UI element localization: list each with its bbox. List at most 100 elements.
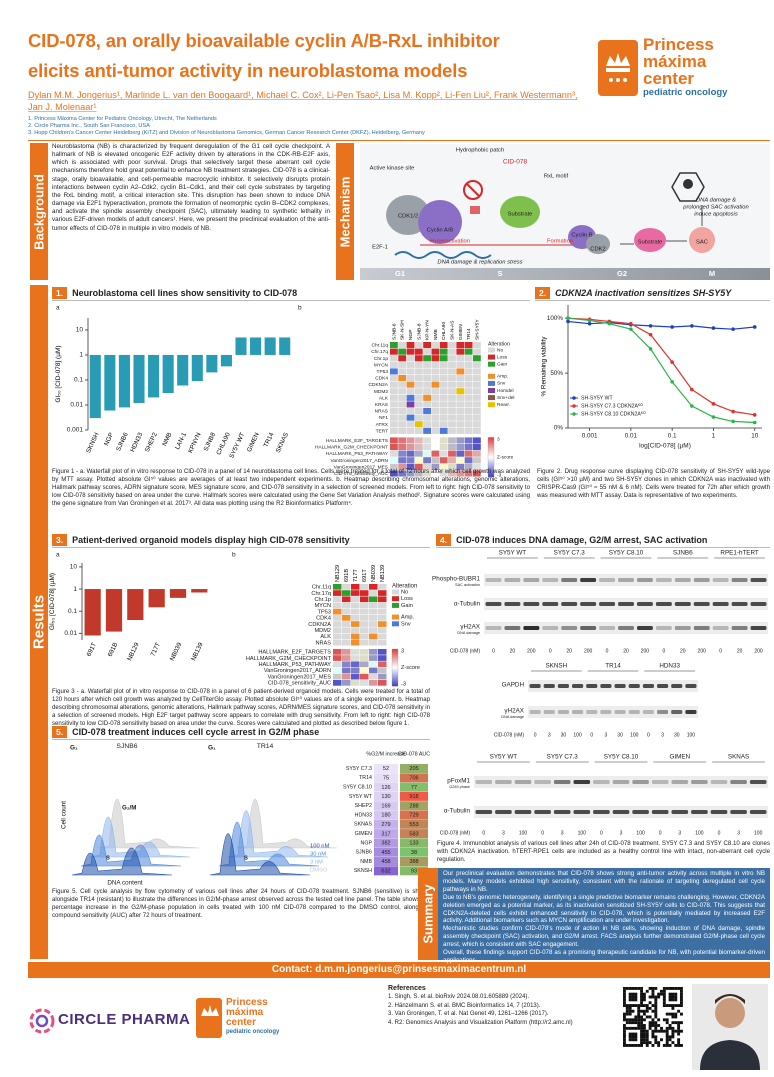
data-point xyxy=(629,327,633,331)
plot-title: TR14 xyxy=(257,743,274,750)
heatmap-cell xyxy=(406,361,415,368)
row-label: SKNSH xyxy=(354,868,372,874)
heatmap-cell xyxy=(473,457,481,464)
qr-module xyxy=(665,1032,669,1036)
blot-band xyxy=(504,602,521,606)
qr-module xyxy=(677,1026,681,1030)
qr-module xyxy=(654,1041,658,1045)
legend-label: Snv xyxy=(497,381,506,387)
heatmap-cell xyxy=(473,414,481,421)
dose-label: 200 xyxy=(754,648,763,654)
heatmap-cell xyxy=(439,437,448,444)
heatmap-cell xyxy=(369,608,378,615)
qr-module xyxy=(677,987,681,990)
blot-band xyxy=(572,710,584,714)
blot-band xyxy=(475,810,493,814)
y-axis-label: GI₅₀ [CID-078] (µM) xyxy=(49,573,56,630)
x-tick-label: SJNB8 xyxy=(203,431,218,452)
legend-label: Amp. xyxy=(497,374,508,380)
qr-module xyxy=(654,1009,658,1013)
blot-band xyxy=(636,626,653,630)
cell-value: 458 xyxy=(381,859,390,865)
heatmap-cell xyxy=(351,655,360,661)
qr-module xyxy=(677,1044,681,1047)
table-cell xyxy=(374,791,398,801)
cell-value: 553 xyxy=(409,822,418,828)
heatmap-cell xyxy=(431,342,440,349)
logo-line: center xyxy=(226,1017,257,1028)
heatmap-cell xyxy=(473,463,481,470)
row-label: GIMEN xyxy=(355,831,373,837)
blot-band xyxy=(636,578,653,582)
phase-label: S xyxy=(244,856,248,862)
heatmap-cell xyxy=(473,421,481,428)
bar xyxy=(148,354,160,398)
column-label: TR14 xyxy=(466,328,472,340)
row-label: VanGroningen2017_ADRN xyxy=(330,458,388,464)
qr-module xyxy=(645,1038,649,1042)
peak-label: G₁ xyxy=(208,745,216,752)
row-label: Chr.1p xyxy=(374,356,388,362)
section-heading: 4. CID-078 induces DNA damage, G2/M arres… xyxy=(436,533,770,548)
qr-module xyxy=(637,987,641,990)
lane-label: SY5Y C8.10 xyxy=(604,754,639,761)
heatmap-cell xyxy=(439,457,448,464)
heatmap-cell xyxy=(431,421,440,428)
zscore-label: 3 xyxy=(497,437,500,443)
qr-module xyxy=(660,1029,663,1033)
heatmap-cell xyxy=(390,394,398,401)
dose-label: 0 xyxy=(549,648,552,654)
histogram xyxy=(227,810,329,858)
lane-label: HDN33 xyxy=(659,663,680,670)
x-tick-label: 691T xyxy=(86,641,98,657)
blot-band xyxy=(523,578,540,582)
heatmap-cell xyxy=(342,639,351,646)
cell-value: 205 xyxy=(409,766,418,772)
blot-band xyxy=(642,684,654,688)
table-cell xyxy=(374,819,398,829)
affiliation: 2. Circle Pharma Inc., South San Francis… xyxy=(28,123,150,129)
dose-label: 3 xyxy=(620,830,623,836)
heatmap-cell xyxy=(351,661,360,668)
heatmap-cell xyxy=(333,608,342,615)
blot-band xyxy=(657,684,669,688)
qr-module xyxy=(634,1015,638,1019)
blot-band xyxy=(710,810,728,814)
heatmap-cell xyxy=(414,381,423,388)
heatmap-cell xyxy=(360,590,369,596)
heatmap-cell xyxy=(390,437,398,444)
heatmap-cell xyxy=(406,457,415,464)
heatmap-cell xyxy=(473,381,481,388)
heatmap-cell xyxy=(390,342,398,349)
qr-module xyxy=(642,1029,646,1033)
histogram xyxy=(218,821,320,867)
heatmap-cell xyxy=(390,450,398,457)
partner-logo xyxy=(29,1008,55,1034)
blot-band xyxy=(475,780,493,784)
heatmap-cell xyxy=(423,450,431,457)
row-label: MYCN xyxy=(315,603,331,609)
logo-line: Princess xyxy=(226,997,268,1008)
row-label: SJNB6 xyxy=(356,850,373,856)
lane-label: SKNSH xyxy=(545,663,567,670)
qr-module xyxy=(640,989,643,993)
table-cell xyxy=(400,810,428,820)
heatmap-cell xyxy=(439,408,448,415)
heatmap-cell xyxy=(378,596,387,603)
heatmap-cell xyxy=(398,381,407,388)
data-point xyxy=(731,327,735,331)
section-title: Patient-derived organoid models display … xyxy=(72,535,350,545)
cell-value: 288 xyxy=(409,803,418,809)
qr-module xyxy=(631,1026,635,1030)
y-tick-label: 0.01 xyxy=(70,402,83,409)
heatmap-cell xyxy=(390,348,398,355)
qr-module xyxy=(631,1009,635,1013)
qr-module xyxy=(640,1018,643,1022)
column-label: 691T xyxy=(362,569,368,582)
qr-module xyxy=(637,1044,641,1047)
qr-module xyxy=(631,995,635,999)
qr-module xyxy=(662,1018,666,1022)
column-label: 691B xyxy=(344,569,350,582)
legend-label: Snv+del xyxy=(497,395,514,401)
qr-module xyxy=(680,995,683,999)
